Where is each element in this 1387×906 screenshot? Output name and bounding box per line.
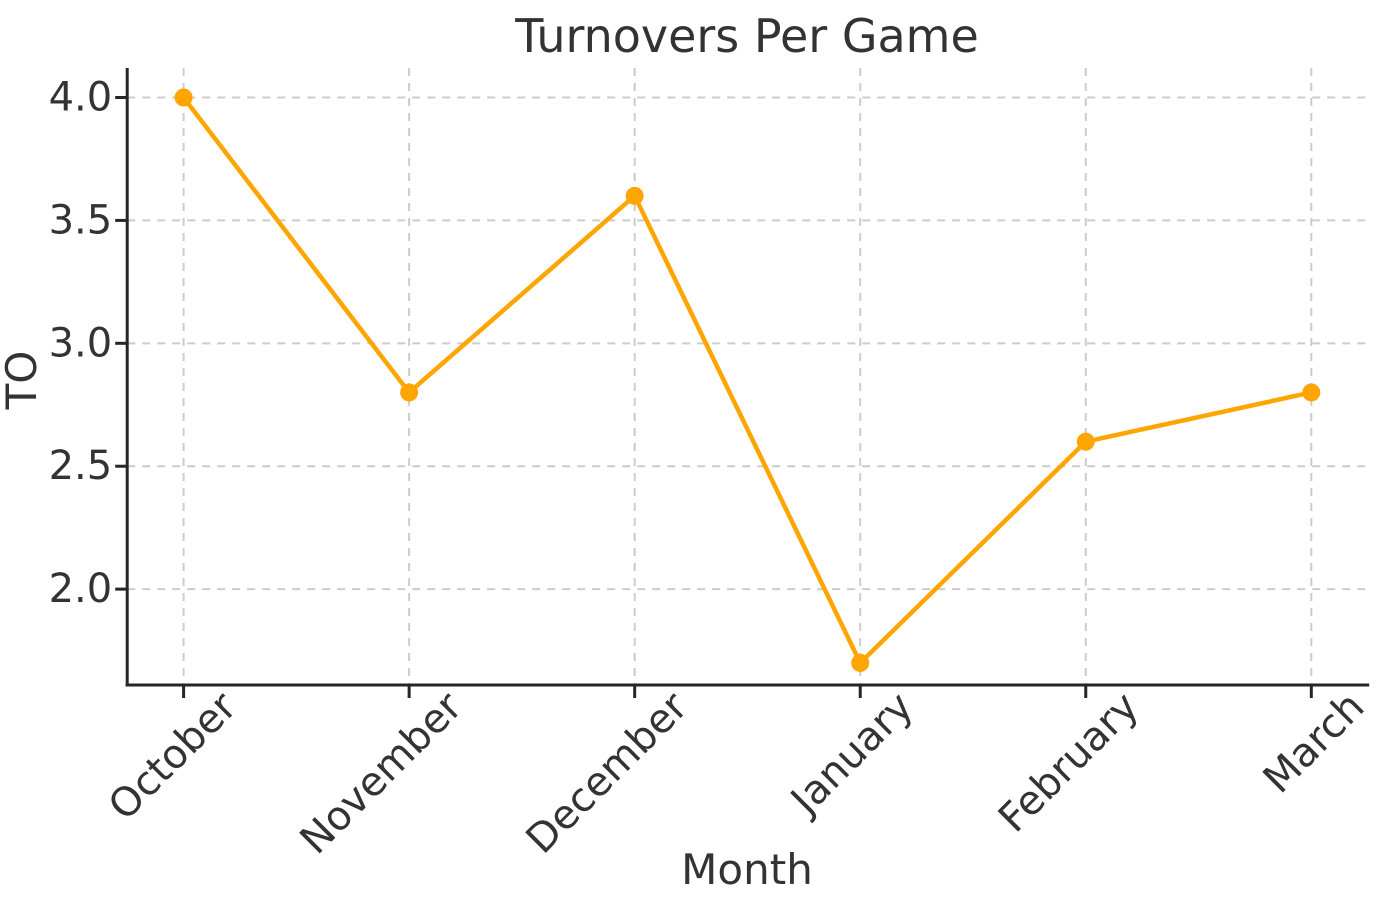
x-tick-label: November (292, 683, 472, 863)
x-tick-label: February (990, 684, 1148, 842)
series-line (181, 95, 1314, 666)
x-tick-label: October (100, 683, 246, 829)
x-tick-label: January (780, 684, 922, 826)
x-axis-label: Month (681, 845, 813, 894)
data-point-marker (1076, 432, 1095, 451)
y-tick-label: 3.0 (49, 320, 113, 366)
data-point-marker (625, 186, 644, 205)
series-layer (174, 88, 1321, 672)
data-point-marker (174, 88, 193, 107)
gridlines-layer (127, 68, 1368, 685)
x-tick-label: December (518, 683, 698, 863)
chart-title: Turnovers Per Game (514, 9, 979, 63)
y-tick-label: 2.5 (49, 443, 113, 489)
y-tick-label: 4.0 (49, 74, 113, 120)
y-axis-label: TO (0, 351, 46, 411)
x-tick-label: March (1255, 684, 1374, 803)
y-tick-label: 2.0 (49, 566, 113, 612)
y-tick-label: 3.5 (49, 197, 113, 243)
data-point-marker (851, 653, 870, 672)
data-point-marker (1302, 383, 1321, 402)
data-point-marker (400, 383, 419, 402)
